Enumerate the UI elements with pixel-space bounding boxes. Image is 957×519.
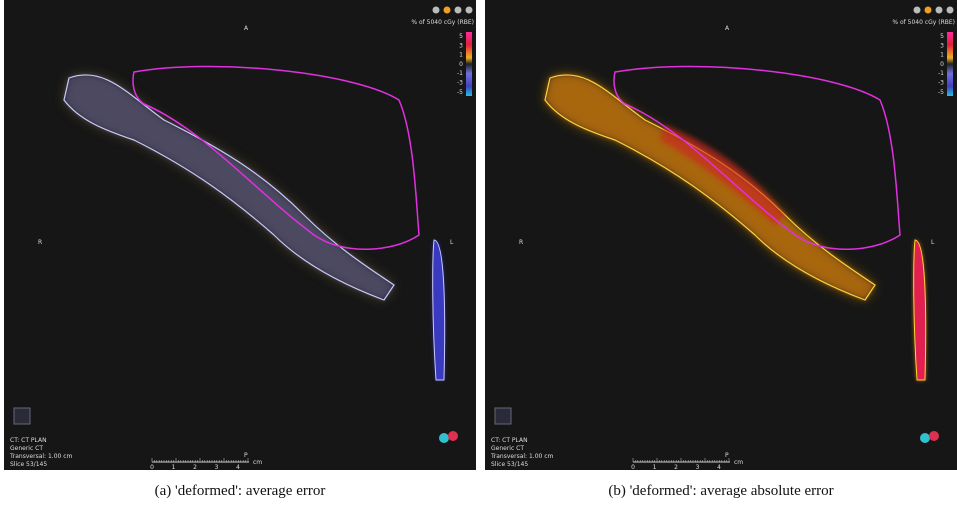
image-background xyxy=(485,0,957,470)
dose-contour xyxy=(544,74,876,301)
orientation-label: A xyxy=(244,25,249,32)
image-background xyxy=(4,0,476,470)
orientation-label: R xyxy=(38,239,42,246)
dose-band xyxy=(545,74,875,300)
orientation-label: R xyxy=(519,239,523,246)
info-line: Transversal: 1.00 cm xyxy=(9,453,73,460)
legend-tick: 0 xyxy=(940,61,944,68)
logo xyxy=(439,433,449,443)
dose-contour xyxy=(63,74,395,301)
scale-unit: cm xyxy=(253,459,262,466)
legend-tick: -3 xyxy=(938,80,944,87)
legend-tick: 0 xyxy=(459,61,463,68)
info-line: Slice 53/145 xyxy=(491,461,528,468)
toolbar-icon xyxy=(465,6,473,14)
scale-label: 3 xyxy=(215,464,219,471)
toolbar-icon xyxy=(924,6,932,14)
colorbar xyxy=(466,32,472,96)
logo xyxy=(920,433,930,443)
orientation-label: L xyxy=(931,239,935,246)
dose-core xyxy=(660,125,785,225)
legend-tick: 5 xyxy=(459,33,463,40)
scale-label: 2 xyxy=(193,464,197,471)
colorbar xyxy=(947,32,953,96)
toolbar-icon xyxy=(946,6,954,14)
scale-unit: cm xyxy=(734,459,743,466)
toolbar-icon xyxy=(432,6,440,14)
info-line: CT: CT PLAN xyxy=(10,437,47,444)
cube-icon xyxy=(494,407,512,425)
toolbar-icon xyxy=(935,6,943,14)
scale-label: 0 xyxy=(150,464,154,471)
scale-label: 2 xyxy=(674,464,678,471)
legend-title: % of 5040 cGy (RBE) xyxy=(892,19,955,26)
caption: (b) 'deformed': average absolute error xyxy=(608,483,833,499)
scale-label: 1 xyxy=(172,464,176,471)
panel: A R L P % of 5040 cGy (RBE) 5 3 1 0 -1 -3 -5 CT: CT … xyxy=(4,0,476,499)
info-line: CT: CT PLAN xyxy=(491,437,528,444)
scale-label: 4 xyxy=(236,464,240,471)
legend-tick: 5 xyxy=(940,33,944,40)
legend-tick: -3 xyxy=(457,80,463,87)
logo xyxy=(448,431,458,441)
orientation-label: P xyxy=(244,452,248,459)
panel: A R L P % of 5040 cGy (RBE) 5 3 1 0 -1 -3 -5 CT: CT … xyxy=(485,0,957,499)
toolbar-icon xyxy=(913,6,921,14)
legend-tick: -1 xyxy=(457,70,463,77)
legend-title: % of 5040 cGy (RBE) xyxy=(411,19,474,26)
strip xyxy=(913,239,927,381)
legend-tick: 3 xyxy=(940,42,944,49)
organ-contour xyxy=(132,65,420,251)
orientation-label: A xyxy=(725,25,730,32)
scale-label: 1 xyxy=(653,464,657,471)
scale-label: 4 xyxy=(717,464,721,471)
orientation-label: L xyxy=(450,239,454,246)
info-line: Slice 53/145 xyxy=(10,461,47,468)
orientation-label: P xyxy=(725,452,729,459)
scale-label: 3 xyxy=(696,464,700,471)
organ-contour xyxy=(613,65,901,251)
legend-tick: 1 xyxy=(459,52,463,59)
info-line: Generic CT xyxy=(491,445,524,452)
info-line: Generic CT xyxy=(10,445,43,452)
info-line: Transversal: 1.00 cm xyxy=(490,453,554,460)
legend-tick: -1 xyxy=(938,70,944,77)
scale-label: 0 xyxy=(631,464,635,471)
legend-tick: 3 xyxy=(459,42,463,49)
caption: (a) 'deformed': average error xyxy=(155,483,326,499)
cube-icon xyxy=(13,407,31,425)
legend-tick: -5 xyxy=(457,89,463,96)
legend-tick: -5 xyxy=(938,89,944,96)
logo xyxy=(929,431,939,441)
strip xyxy=(432,239,446,381)
dose-band xyxy=(64,74,394,300)
toolbar-icon xyxy=(443,6,451,14)
toolbar-icon xyxy=(454,6,462,14)
legend-tick: 1 xyxy=(940,52,944,59)
